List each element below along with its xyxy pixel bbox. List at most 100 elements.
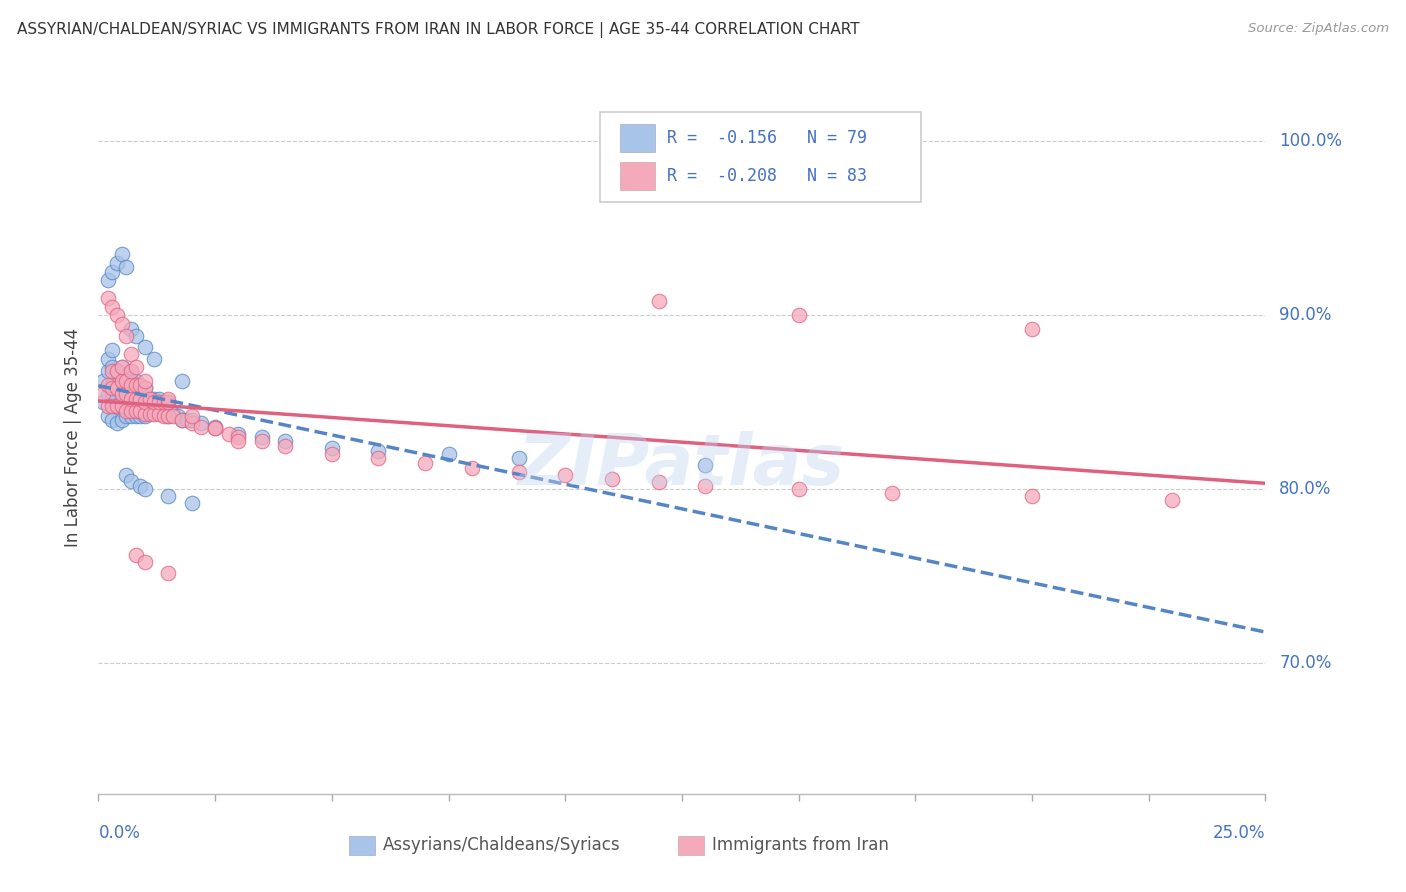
Point bbox=[143, 395, 166, 409]
Point bbox=[228, 434, 250, 448]
Point bbox=[125, 404, 148, 418]
Point bbox=[111, 386, 134, 401]
Text: 90.0%: 90.0% bbox=[1279, 306, 1331, 325]
Point bbox=[120, 386, 142, 401]
Point bbox=[101, 265, 124, 279]
Point bbox=[139, 392, 162, 406]
Point bbox=[157, 395, 180, 409]
Point bbox=[274, 439, 297, 453]
Point bbox=[250, 434, 273, 448]
Point bbox=[157, 395, 180, 409]
Point bbox=[111, 360, 134, 375]
Point bbox=[148, 395, 170, 409]
Point bbox=[157, 566, 180, 580]
Point bbox=[97, 399, 120, 413]
Point bbox=[787, 308, 810, 322]
Point bbox=[218, 426, 240, 441]
Point bbox=[148, 408, 170, 422]
Point bbox=[115, 395, 138, 409]
Point bbox=[115, 468, 138, 483]
Point bbox=[105, 399, 128, 413]
Point bbox=[97, 364, 120, 378]
Point bbox=[134, 409, 156, 424]
Text: Immigrants from Iran: Immigrants from Iran bbox=[713, 837, 889, 855]
Point bbox=[204, 421, 226, 435]
Point bbox=[120, 322, 142, 336]
Point bbox=[172, 412, 194, 426]
Point bbox=[787, 483, 810, 497]
Point bbox=[97, 377, 120, 392]
Point bbox=[101, 364, 124, 378]
Point bbox=[134, 340, 156, 354]
Point bbox=[695, 479, 717, 493]
Point bbox=[152, 395, 174, 409]
Point bbox=[101, 377, 124, 392]
Point bbox=[152, 408, 174, 422]
Point bbox=[125, 399, 148, 413]
Point bbox=[1161, 492, 1184, 507]
Point bbox=[129, 381, 152, 395]
Point bbox=[695, 458, 717, 472]
Point bbox=[101, 392, 124, 406]
Point bbox=[105, 308, 128, 322]
Point bbox=[250, 430, 273, 444]
Point bbox=[97, 409, 120, 424]
Point bbox=[157, 409, 180, 424]
Point bbox=[125, 409, 148, 424]
Point bbox=[101, 412, 124, 426]
Point bbox=[139, 408, 162, 422]
Point bbox=[1021, 322, 1043, 336]
Point bbox=[115, 375, 138, 389]
Point bbox=[97, 273, 120, 287]
Point bbox=[120, 404, 142, 418]
Point bbox=[180, 409, 202, 424]
Point bbox=[180, 416, 202, 430]
Point bbox=[148, 392, 170, 406]
Point bbox=[143, 404, 166, 418]
Point bbox=[105, 381, 128, 395]
Point bbox=[204, 421, 226, 435]
Point bbox=[143, 392, 166, 406]
Point bbox=[105, 364, 128, 378]
Text: ZIPatlas: ZIPatlas bbox=[519, 431, 845, 500]
Point bbox=[157, 489, 180, 503]
Point bbox=[111, 360, 134, 375]
Point bbox=[120, 392, 142, 406]
Bar bbox=[620, 124, 655, 153]
Text: 80.0%: 80.0% bbox=[1279, 480, 1331, 499]
Text: 100.0%: 100.0% bbox=[1279, 132, 1343, 150]
Point bbox=[228, 430, 250, 444]
Point bbox=[120, 375, 142, 389]
Point bbox=[321, 448, 343, 462]
Point bbox=[461, 461, 484, 475]
Point bbox=[111, 375, 134, 389]
Point bbox=[129, 395, 152, 409]
Text: R =  -0.208   N = 83: R = -0.208 N = 83 bbox=[666, 167, 866, 185]
Point bbox=[647, 475, 669, 490]
Point bbox=[129, 377, 152, 392]
Point bbox=[125, 549, 148, 563]
Point bbox=[120, 377, 142, 392]
Point bbox=[120, 474, 142, 488]
Point bbox=[139, 392, 162, 406]
Point bbox=[134, 381, 156, 395]
Point bbox=[97, 386, 120, 401]
Point bbox=[125, 392, 148, 406]
Point bbox=[180, 412, 202, 426]
Point bbox=[228, 426, 250, 441]
Point bbox=[190, 416, 212, 430]
Point bbox=[125, 329, 148, 343]
Point bbox=[115, 369, 138, 384]
Point bbox=[647, 294, 669, 309]
Point bbox=[204, 419, 226, 434]
Point bbox=[125, 360, 148, 375]
Point bbox=[162, 408, 184, 422]
Point bbox=[111, 412, 134, 426]
Point bbox=[180, 496, 202, 510]
Point bbox=[321, 441, 343, 455]
Point bbox=[166, 409, 188, 424]
Point bbox=[162, 409, 184, 424]
Point bbox=[105, 399, 128, 413]
Point bbox=[134, 483, 156, 497]
Point bbox=[105, 416, 128, 430]
